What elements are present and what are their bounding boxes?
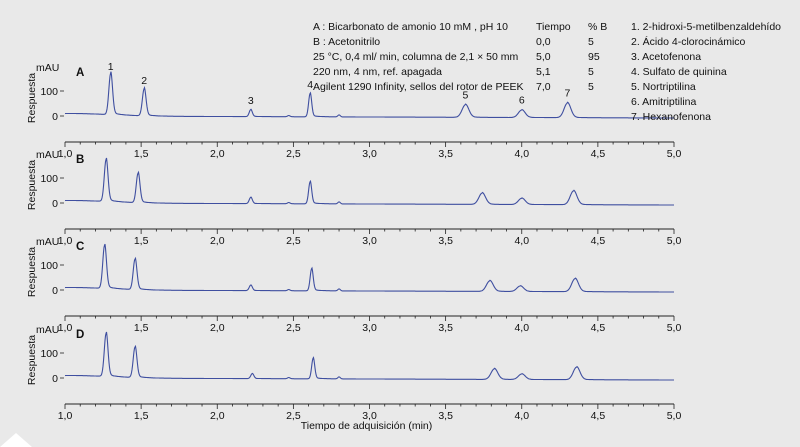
gradient-b: 5 bbox=[588, 81, 594, 93]
x-tick-label: 3,5 bbox=[438, 410, 453, 422]
y-unit-label: mAU bbox=[36, 236, 59, 248]
x-tick-label: 3,0 bbox=[362, 410, 377, 422]
x-tick-label: 3,5 bbox=[438, 322, 453, 334]
x-tick-label: 2,0 bbox=[210, 410, 225, 422]
x-tick-label: 3,5 bbox=[438, 148, 453, 160]
condition-line: Agilent 1290 Infinity, sellos del rotor … bbox=[313, 81, 524, 93]
compound-item: 5. Nortriptilina bbox=[631, 81, 696, 93]
gradient-header-time: Tiempo bbox=[536, 21, 571, 33]
compound-item: 6. Amitriptilina bbox=[631, 96, 697, 108]
y-axis-label: Respuesta bbox=[26, 73, 38, 123]
condition-line: B : Acetonitrilo bbox=[313, 36, 381, 48]
chromatogram-trace bbox=[64, 71, 674, 119]
x-tick-label: 1,0 bbox=[58, 410, 73, 422]
x-tick-label: 5,0 bbox=[667, 148, 682, 160]
panel-label: C bbox=[76, 241, 84, 253]
peak-label: 6 bbox=[519, 95, 525, 107]
x-tick-label: 4,5 bbox=[591, 322, 606, 334]
x-tick-label: 4,5 bbox=[591, 148, 606, 160]
x-tick-label: 2,0 bbox=[210, 148, 225, 160]
y-tick-label: 100 bbox=[40, 173, 58, 185]
x-tick-label: 1,0 bbox=[58, 235, 73, 247]
x-tick-label: 2,0 bbox=[210, 235, 225, 247]
x-tick-label: 3,0 bbox=[362, 322, 377, 334]
y-axis-label: Respuesta bbox=[26, 160, 38, 210]
x-tick-label: 5,0 bbox=[667, 322, 682, 334]
x-tick-label: 1,0 bbox=[58, 322, 73, 334]
condition-line: 220 nm, 4 nm, ref. apagada bbox=[313, 66, 442, 78]
x-tick-label: 3,5 bbox=[438, 235, 453, 247]
corner-notch bbox=[0, 433, 32, 447]
chromatogram-trace bbox=[64, 157, 674, 206]
y-tick-label: 0 bbox=[52, 111, 58, 123]
x-tick-label: 2,0 bbox=[210, 322, 225, 334]
gradient-time: 7,0 bbox=[536, 81, 551, 93]
gradient-b: 5 bbox=[588, 36, 594, 48]
peak-label: 3 bbox=[248, 95, 254, 107]
panel-label: D bbox=[76, 329, 84, 341]
x-tick-label: 4,0 bbox=[514, 235, 529, 247]
condition-line: A : Bicarbonato de amonio 10 mM , pH 10 bbox=[313, 21, 508, 33]
x-tick-label: 3,0 bbox=[362, 148, 377, 160]
x-tick-label: 1,0 bbox=[58, 148, 73, 160]
peak-label: 2 bbox=[141, 75, 147, 87]
x-axis-label: Tiempo de adquisición (min) bbox=[301, 420, 433, 432]
panel-label: A bbox=[76, 67, 84, 79]
compound-item: 1. 2-hidroxi-5-metilbenzaldehído bbox=[631, 21, 781, 33]
x-tick-label: 5,0 bbox=[667, 410, 682, 422]
peak-label: 1 bbox=[108, 61, 114, 73]
gradient-time: 5,0 bbox=[536, 51, 551, 63]
condition-line: 25 °C, 0,4 ml/ min, columna de 2,1 × 50 … bbox=[313, 51, 519, 63]
x-tick-label: 4,0 bbox=[514, 410, 529, 422]
y-unit-label: mAU bbox=[36, 62, 59, 74]
compound-item: 7. Hexanofenona bbox=[631, 111, 711, 123]
gradient-b: 95 bbox=[588, 51, 600, 63]
y-tick-label: 100 bbox=[40, 348, 58, 360]
x-tick-label: 5,0 bbox=[667, 235, 682, 247]
x-tick-label: 4,5 bbox=[591, 410, 606, 422]
x-tick-label: 2,5 bbox=[286, 410, 301, 422]
gradient-header-b: % B bbox=[588, 21, 608, 33]
x-tick-label: 2,5 bbox=[286, 148, 301, 160]
y-tick-label: 0 bbox=[52, 373, 58, 385]
x-tick-label: 2,5 bbox=[286, 322, 301, 334]
y-unit-label: mAU bbox=[36, 324, 59, 336]
x-tick-label: 4,0 bbox=[514, 148, 529, 160]
compound-item: 3. Acetofenona bbox=[631, 51, 702, 63]
peak-label: 7 bbox=[565, 88, 571, 100]
y-tick-label: 100 bbox=[40, 86, 58, 98]
gradient-time: 5,1 bbox=[536, 66, 551, 78]
x-tick-label: 1,5 bbox=[134, 235, 149, 247]
peak-label: 4 bbox=[307, 79, 313, 91]
y-axis-label: Respuesta bbox=[26, 247, 38, 297]
compound-item: 4. Sulfato de quinina bbox=[631, 66, 727, 78]
x-tick-label: 4,5 bbox=[591, 235, 606, 247]
panel-label: B bbox=[76, 154, 84, 166]
chromatogram-trace bbox=[64, 243, 674, 293]
chromatogram-trace bbox=[64, 331, 674, 381]
peak-label: 5 bbox=[462, 90, 468, 102]
y-tick-label: 0 bbox=[52, 198, 58, 210]
x-tick-label: 2,5 bbox=[286, 235, 301, 247]
y-unit-label: mAU bbox=[36, 149, 59, 161]
x-tick-label: 4,0 bbox=[514, 322, 529, 334]
gradient-time: 0,0 bbox=[536, 36, 551, 48]
x-tick-label: 1,5 bbox=[134, 322, 149, 334]
compound-item: 2. Ácido 4-clorocinámico bbox=[631, 36, 746, 48]
gradient-b: 5 bbox=[588, 66, 594, 78]
x-tick-label: 3,0 bbox=[362, 235, 377, 247]
y-axis-label: Respuesta bbox=[26, 335, 38, 385]
y-tick-label: 0 bbox=[52, 285, 58, 297]
x-tick-label: 1,5 bbox=[134, 148, 149, 160]
x-tick-label: 1,5 bbox=[134, 410, 149, 422]
y-tick-label: 100 bbox=[40, 260, 58, 272]
